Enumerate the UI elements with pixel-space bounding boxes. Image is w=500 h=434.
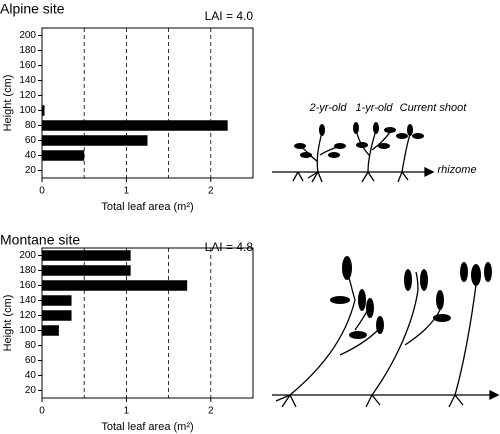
y-tick-label: 100 bbox=[19, 105, 36, 116]
x-tick-label: 0 bbox=[39, 186, 45, 197]
bar bbox=[42, 105, 45, 116]
chart-title: Alpine site bbox=[0, 1, 65, 17]
chart-title: Montane site bbox=[0, 232, 80, 248]
alpine-plant-drawing bbox=[272, 122, 435, 183]
y-tick-label: 40 bbox=[25, 150, 37, 161]
plot-frame bbox=[41, 247, 254, 399]
y-tick-label: 80 bbox=[25, 340, 37, 351]
y-tick-label: 140 bbox=[19, 295, 36, 306]
bar bbox=[42, 280, 188, 291]
x-axis-label: Total leaf area (m²) bbox=[101, 201, 193, 213]
y-tick-label: 60 bbox=[25, 355, 37, 366]
y-axis-label: Height (cm) bbox=[2, 75, 14, 132]
x-axis-label: Total leaf area (m²) bbox=[101, 421, 193, 433]
bar bbox=[42, 310, 72, 321]
y-tick-label: 80 bbox=[25, 120, 37, 131]
y-tick-label: 20 bbox=[25, 165, 37, 176]
x-tick-label: 0 bbox=[39, 406, 45, 417]
bar bbox=[42, 265, 131, 276]
bar bbox=[42, 295, 72, 306]
annotation: LAI = 4.0 bbox=[205, 9, 254, 23]
montane-plant-drawing bbox=[272, 256, 500, 408]
y-tick-label: 100 bbox=[19, 325, 36, 336]
bar bbox=[42, 135, 148, 146]
y-tick-label: 160 bbox=[19, 60, 36, 71]
illustration-label: 2-yr-old bbox=[308, 102, 347, 114]
illustration-label: rhizome bbox=[437, 164, 476, 176]
y-axis-label: Height (cm) bbox=[2, 295, 14, 352]
illustration-label: Current shoot bbox=[400, 102, 468, 114]
y-tick-label: 200 bbox=[19, 250, 36, 261]
y-tick-label: 180 bbox=[19, 265, 36, 276]
plot-frame bbox=[41, 27, 254, 179]
y-tick-label: 160 bbox=[19, 280, 36, 291]
y-tick-label: 200 bbox=[19, 30, 36, 41]
bar bbox=[42, 150, 85, 161]
bar bbox=[42, 120, 228, 131]
x-tick-label: 1 bbox=[124, 186, 130, 197]
x-tick-label: 2 bbox=[208, 406, 214, 417]
annotation: LAI = 4.8 bbox=[205, 240, 254, 254]
x-tick-label: 1 bbox=[124, 406, 130, 417]
x-tick-label: 2 bbox=[208, 186, 214, 197]
y-tick-label: 40 bbox=[25, 370, 37, 381]
bar bbox=[42, 250, 131, 261]
y-tick-label: 60 bbox=[25, 135, 37, 146]
illustration-label: 1-yr-old bbox=[355, 102, 393, 114]
y-tick-label: 140 bbox=[19, 75, 36, 86]
y-tick-label: 180 bbox=[19, 45, 36, 56]
bar bbox=[42, 325, 59, 336]
y-tick-label: 120 bbox=[19, 310, 36, 321]
y-tick-label: 20 bbox=[25, 385, 37, 396]
y-tick-label: 120 bbox=[19, 90, 36, 101]
